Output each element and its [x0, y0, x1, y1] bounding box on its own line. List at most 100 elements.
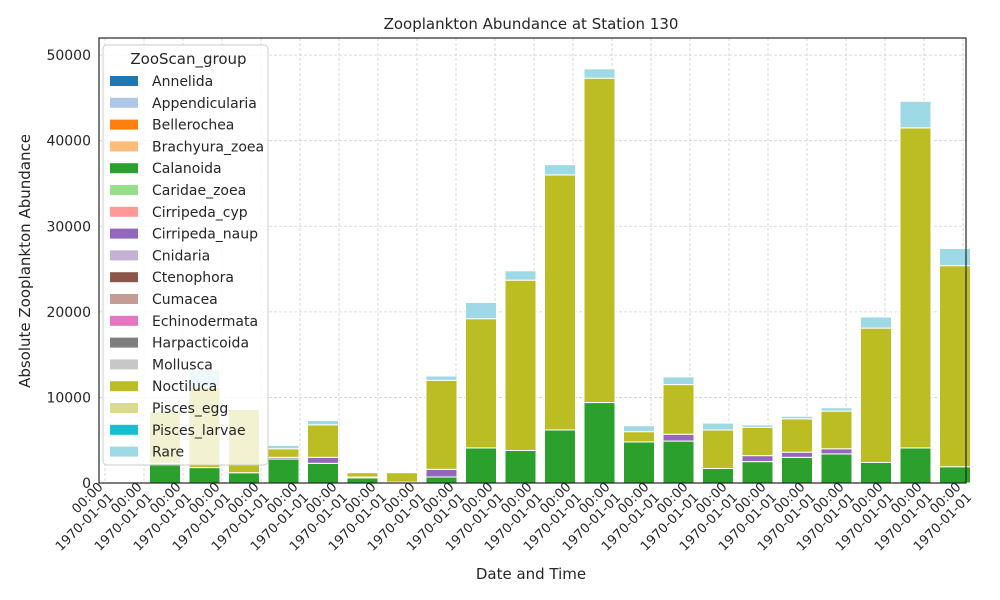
legend-entry: Caridae_zoea: [152, 183, 246, 199]
legend: ZooScan_group Annelida Appendicularia Belle…: [102, 44, 269, 466]
y-tick-label: 30000: [46, 219, 91, 235]
bar-segment-calanoida: [346, 477, 379, 484]
bar-segment-noctiluca: [307, 424, 339, 458]
legend-entry: Cumacea: [152, 292, 218, 308]
legend-swatch: [110, 185, 138, 195]
legend-entry: Ctenophora: [152, 270, 234, 286]
y-axis-label: Absolute Zooplankton Abundance: [16, 134, 34, 388]
bar-segment-noctiluca: [544, 174, 576, 431]
bar-segment-calanoida: [425, 476, 458, 484]
legend-entry: Calanoida: [152, 161, 222, 177]
legend-box: [102, 44, 269, 466]
legend-swatch: [110, 337, 138, 348]
bar-segment-calanoida: [623, 441, 655, 484]
bar-segment-noctiluca: [623, 431, 655, 443]
bar-segment-noctiluca: [820, 410, 853, 450]
bar-segment-rare: [544, 164, 576, 176]
legend-swatch: [110, 76, 138, 86]
bar-segment-cirripeda_naup: [307, 456, 339, 464]
legend-swatch: [110, 294, 138, 304]
legend-entry: Appendicularia: [152, 96, 257, 112]
legend-entry: Brachyura_zoea: [152, 139, 264, 155]
legend-swatch: [110, 206, 138, 217]
bar-segment-cirripeda_naup: [662, 433, 695, 442]
bar-segment-rare: [465, 301, 497, 320]
bar-segment-cirripeda_naup: [820, 448, 853, 455]
bar-segment-calanoida: [307, 462, 339, 484]
legend-swatch: [110, 381, 138, 392]
legend-swatch: [110, 97, 138, 108]
bar-segment-calanoida: [228, 472, 260, 484]
legend-swatch: [110, 446, 138, 457]
plot-frame: [98, 37, 967, 484]
legend-swatch: [110, 250, 138, 261]
bar-segment-noctiluca: [346, 472, 379, 478]
bar-segment-calanoida: [662, 440, 695, 484]
bar-segment-rare: [307, 420, 339, 426]
legend-swatch: [110, 359, 138, 370]
bar-segment-calanoida: [820, 453, 853, 484]
chart-title: Zooplankton Abundance at Station 130: [384, 15, 679, 33]
bar-segment-rare: [267, 444, 300, 450]
bar-segment-rare: [702, 422, 734, 431]
y-tick-label: 20000: [46, 305, 91, 321]
legend-swatch: [110, 163, 138, 174]
bars: [149, 68, 971, 484]
bar-segment-noctiluca: [939, 265, 971, 468]
bar-segment-noctiluca: [781, 418, 813, 453]
bar-segment-calanoida: [544, 429, 576, 484]
bar-segment-rare: [425, 375, 458, 381]
bar-segment-calanoida: [465, 447, 497, 484]
y-tick-label: 0: [82, 476, 91, 492]
legend-swatch: [110, 315, 138, 326]
bar-segment-rare: [860, 316, 892, 329]
legend-entry: Harpacticoida: [152, 336, 249, 352]
bar-segment-noctiluca: [504, 279, 537, 451]
bar-segment-rare: [504, 270, 537, 281]
bar-segment-noctiluca: [267, 448, 300, 458]
bar-segment-noctiluca: [425, 379, 458, 470]
y-tick-label: 10000: [46, 390, 91, 406]
bar-segment-calanoida: [149, 462, 181, 484]
y-axis-ticks: 0 10000 20000 30000 40000 50000: [46, 48, 91, 492]
legend-swatch: [110, 424, 138, 435]
legend-entry: Pisces_egg: [152, 401, 228, 417]
bar-segment-noctiluca: [899, 127, 932, 449]
bar-segment-calanoida: [267, 458, 300, 484]
bar-segment-calanoida: [583, 402, 616, 484]
x-axis-ticks: 00:001970-01-0100:001970-01-0100:001970-…: [53, 480, 975, 555]
bar-segment-rare: [899, 100, 932, 129]
bar-segment-rare: [741, 424, 774, 428]
bar-segment-rare: [623, 425, 655, 433]
bar-segment-cirripeda_naup: [781, 451, 813, 458]
legend-entry: Bellerochea: [152, 118, 234, 134]
legend-entry: Rare: [152, 445, 184, 461]
bar-segment-cirripeda_naup: [741, 455, 774, 463]
bar-segment-noctiluca: [386, 472, 418, 483]
bar-segment-rare: [820, 407, 853, 412]
y-tick-label: 40000: [46, 134, 91, 150]
bar-segment-noctiluca: [662, 384, 695, 435]
legend-entry: Pisces_larvae: [152, 423, 246, 439]
legend-entry: Echinodermata: [152, 314, 258, 330]
bar-segment-calanoida: [899, 447, 932, 484]
legend-swatch: [110, 141, 138, 152]
bar-segment-rare: [781, 415, 813, 420]
x-axis-label: Date and Time: [476, 565, 586, 583]
legend-entry: Annelida: [152, 74, 213, 90]
bar-segment-noctiluca: [465, 318, 497, 449]
legend-entry: Cnidaria: [152, 248, 210, 264]
bar-segment-calanoida: [188, 467, 221, 484]
y-tick-label: 50000: [46, 48, 91, 64]
bar-segment-calanoida: [504, 449, 537, 484]
legend-entry: Cirripeda_cyp: [152, 205, 248, 221]
bar-segment-noctiluca: [702, 429, 734, 469]
bar-segment-rare: [583, 68, 616, 79]
bar-segment-noctiluca: [860, 327, 892, 463]
bar-segment-noctiluca: [583, 77, 616, 404]
legend-title: ZooScan_group: [130, 50, 246, 69]
legend-swatch: [110, 119, 138, 130]
legend-entry: Cirripeda_naup: [152, 227, 258, 243]
bar-segment-noctiluca: [741, 426, 774, 457]
